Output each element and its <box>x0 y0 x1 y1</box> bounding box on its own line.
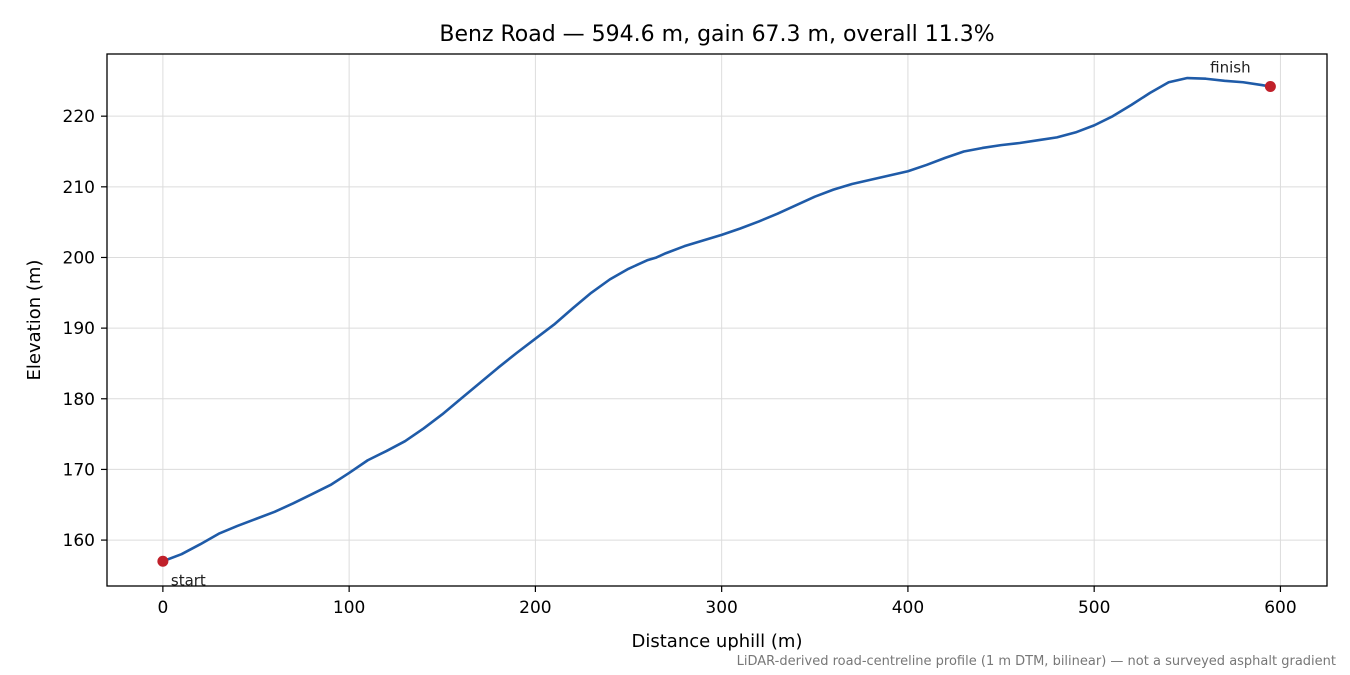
x-tick-label: 500 <box>1078 598 1110 618</box>
y-tick-label: 170 <box>63 460 95 480</box>
finish-marker <box>1264 80 1276 92</box>
y-tick-label: 210 <box>63 178 95 198</box>
y-tick-label: 200 <box>63 248 95 268</box>
series-layer <box>161 76 1272 563</box>
x-tick-label: 0 <box>157 598 168 618</box>
source-footnote: LiDAR-derived road-centreline profile (1… <box>737 654 1336 669</box>
finish-annotation: finish <box>1210 58 1250 76</box>
x-tick-label: 400 <box>892 598 924 618</box>
y-tick-label: 220 <box>63 107 95 127</box>
x-axis-ticks: 0 100 200 300 400 500 600 <box>157 586 1297 618</box>
y-tick-label: 180 <box>63 390 95 410</box>
x-axis-label: Distance uphill (m) <box>632 631 803 652</box>
x-tick-label: 200 <box>519 598 551 618</box>
y-tick-label: 190 <box>63 319 95 339</box>
y-axis-label: Elevation (m) <box>24 260 45 381</box>
x-tick-label: 100 <box>333 598 365 618</box>
x-tick-label: 600 <box>1264 598 1296 618</box>
chart-title: Benz Road — 594.6 m, gain 67.3 m, overal… <box>439 22 994 47</box>
x-tick-label: 300 <box>705 598 737 618</box>
y-axis-ticks: 160 170 180 190 200 210 220 <box>63 107 107 551</box>
start-annotation: start <box>171 571 206 589</box>
endpoint-markers <box>157 80 1276 567</box>
start-marker <box>157 555 169 567</box>
elevation-line <box>161 76 1272 563</box>
plot-area-frame <box>106 53 1328 587</box>
y-tick-label: 160 <box>63 531 95 551</box>
grid <box>107 54 1327 586</box>
